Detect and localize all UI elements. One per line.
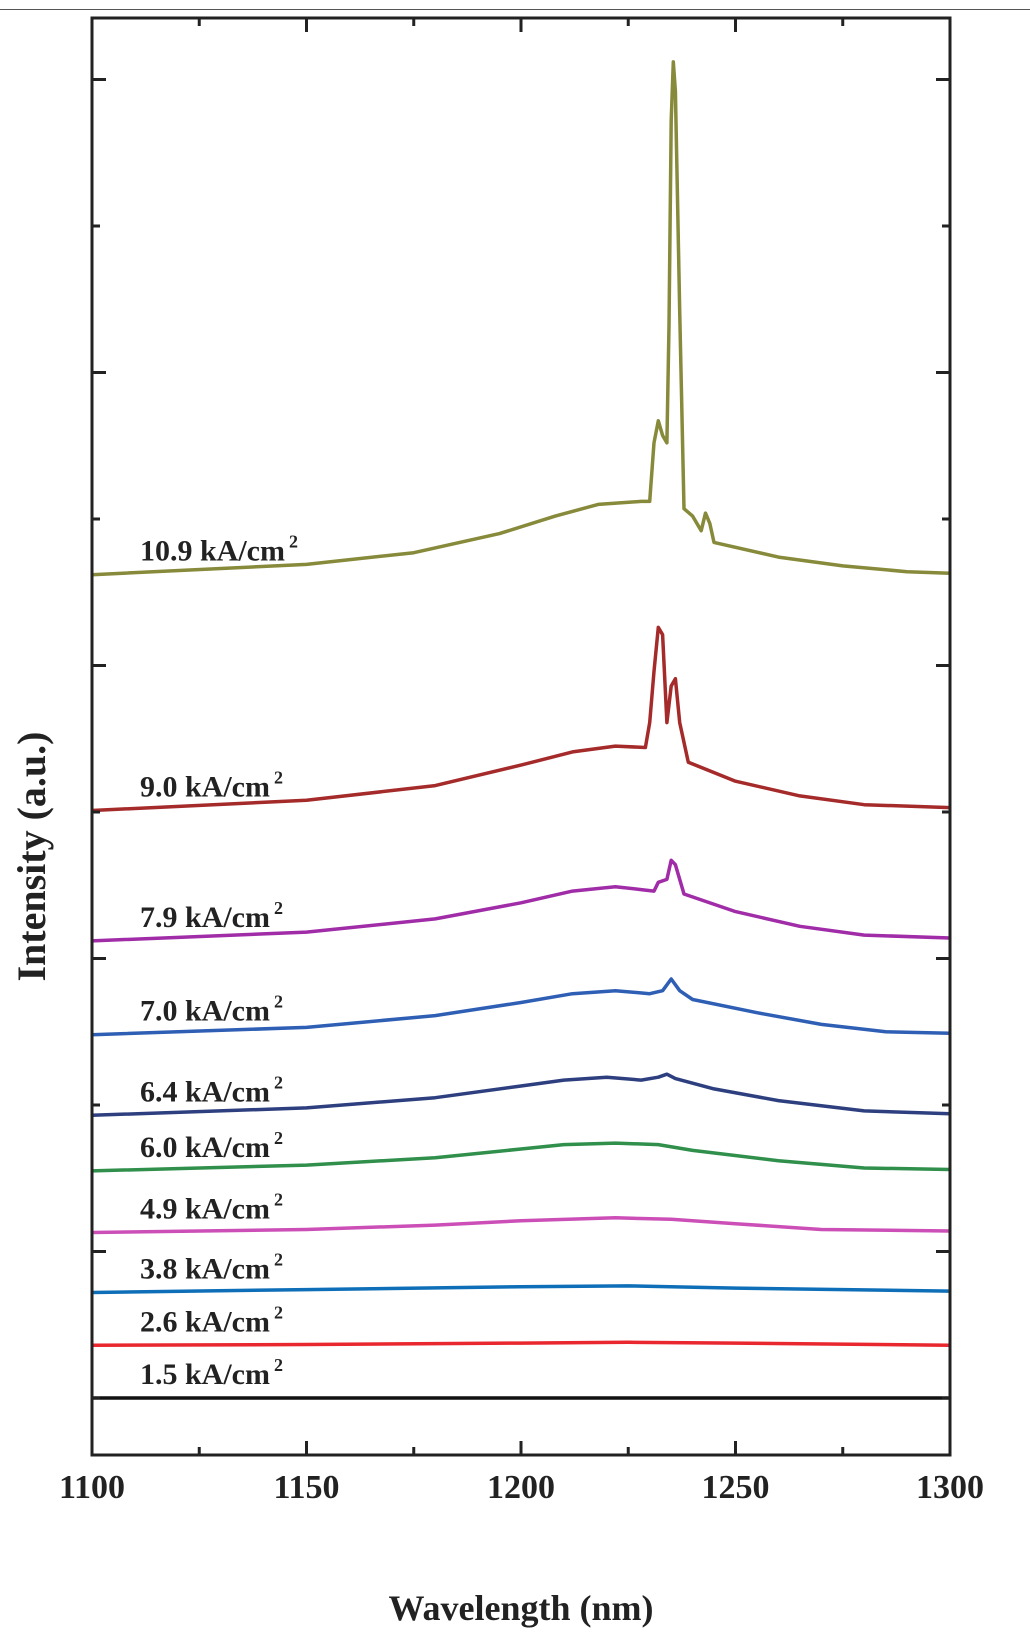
- series-label-superscript: 2: [274, 1128, 283, 1148]
- series-label-0: 1.5 kA/cm 2: [140, 1355, 283, 1391]
- series-line-2: [91, 1284, 951, 1295]
- series-label-superscript: 2: [289, 532, 298, 552]
- series-line-8: [91, 625, 951, 813]
- x-tick-label: 1200: [487, 1469, 555, 1506]
- series-layer: [91, 60, 951, 1400]
- series-label-4: 6.0 kA/cm 2: [140, 1128, 283, 1164]
- series-label-2: 3.8 kA/cm 2: [140, 1250, 283, 1286]
- series-label-8: 9.0 kA/cm 2: [140, 768, 283, 804]
- plot-frame: [90, 16, 952, 1457]
- series-label-superscript: 2: [274, 898, 283, 918]
- series-line-3: [91, 1216, 951, 1235]
- series-label-text: 2.6 kA/cm: [140, 1305, 270, 1338]
- series-label-5: 6.4 kA/cm 2: [140, 1072, 283, 1108]
- series-line-4: [91, 1141, 951, 1173]
- series-label-text: 6.0 kA/cm: [140, 1131, 270, 1164]
- x-tick-label: 1150: [273, 1469, 339, 1506]
- ticks-layer: 1100 1150 1200 1250 1300: [59, 18, 984, 1506]
- y-axis-title: Intensity (a.u.): [9, 731, 54, 981]
- series-label-text: 4.9 kA/cm: [140, 1193, 270, 1226]
- x-tick-label: 1250: [702, 1469, 770, 1506]
- series-label-superscript: 2: [274, 1250, 283, 1270]
- series-line-1: [91, 1340, 951, 1348]
- top-rule: [0, 9, 1030, 10]
- series-line-9: [91, 60, 951, 577]
- series-label-7: 7.9 kA/cm 2: [140, 898, 283, 934]
- x-tick-label: 1100: [59, 1469, 125, 1506]
- x-axis-title: Wavelength (nm): [389, 1588, 654, 1628]
- series-label-superscript: 2: [274, 1355, 283, 1375]
- series-label-superscript: 2: [274, 1072, 283, 1092]
- series-label-text: 1.5 kA/cm: [140, 1358, 270, 1391]
- series-label-superscript: 2: [274, 1190, 283, 1210]
- series-line-5: [91, 1072, 951, 1118]
- series-label-6: 7.0 kA/cm 2: [140, 992, 283, 1028]
- series-label-text: 9.0 kA/cm: [140, 771, 270, 804]
- series-line-7: [91, 858, 951, 943]
- series-label-text: 6.4 kA/cm: [140, 1075, 270, 1108]
- x-tick-label: 1300: [916, 1469, 984, 1506]
- series-label-text: 3.8 kA/cm: [140, 1253, 270, 1286]
- series-label-superscript: 2: [274, 768, 283, 788]
- series-labels-layer: 1.5 kA/cm 22.6 kA/cm 23.8 kA/cm 24.9 kA/cm 2…: [140, 532, 298, 1391]
- series-label-text: 10.9 kA/cm: [140, 535, 285, 568]
- series-label-3: 4.9 kA/cm 2: [140, 1190, 283, 1226]
- series-label-superscript: 2: [274, 1302, 283, 1322]
- series-label-9: 10.9 kA/cm 2: [140, 532, 298, 568]
- series-label-text: 7.9 kA/cm: [140, 901, 270, 934]
- series-label-superscript: 2: [274, 992, 283, 1012]
- series-label-1: 2.6 kA/cm 2: [140, 1302, 283, 1338]
- series-line-6: [91, 977, 951, 1037]
- series-label-text: 7.0 kA/cm: [140, 995, 270, 1028]
